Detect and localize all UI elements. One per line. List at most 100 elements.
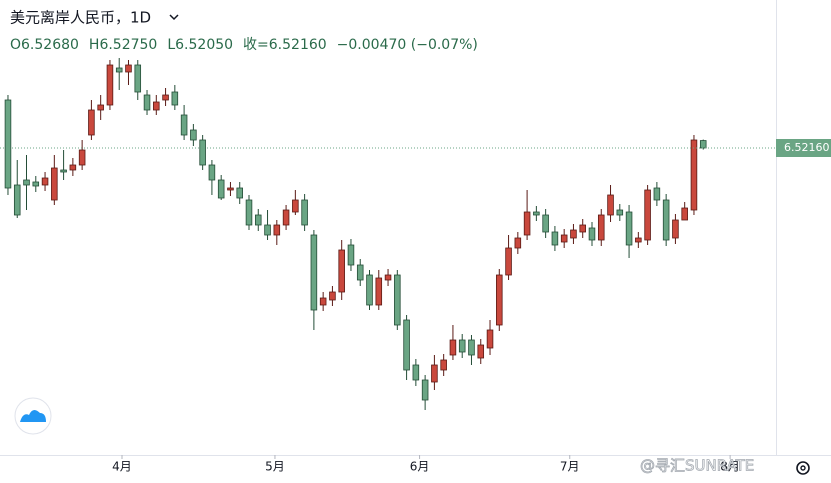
chart-title: 美元离岸人民币，1D [10, 9, 151, 27]
candle-body [458, 339, 466, 353]
candle-body [597, 214, 605, 241]
candle-body [236, 187, 243, 199]
candle-body [662, 199, 670, 241]
candle-body [60, 169, 67, 173]
candle-body [162, 94, 169, 101]
candle-body [264, 224, 271, 236]
candle-body [699, 140, 707, 149]
logo-button[interactable] [14, 397, 52, 435]
candle-body [644, 189, 651, 241]
candle-body [477, 344, 485, 359]
candle-body [514, 237, 522, 249]
candle-body [97, 104, 104, 111]
x-tick-label: 5月 [265, 460, 285, 474]
candle-body [635, 237, 642, 243]
last-price-tag [776, 139, 831, 157]
candle-body [440, 359, 447, 371]
candle-body [496, 274, 503, 326]
settings-button[interactable] [796, 461, 810, 475]
header-stat: O6.52680 [10, 37, 79, 53]
header-stat: −0.00470 (−0.07%) [337, 37, 478, 53]
candle-body [106, 64, 114, 106]
candle-body [88, 109, 95, 136]
candle-body [134, 64, 142, 93]
candle-body [13, 184, 21, 216]
candle-body [375, 277, 383, 306]
candle-body [468, 339, 475, 356]
candle-body [356, 264, 364, 281]
candle-body [607, 194, 614, 216]
candle-body [421, 379, 429, 401]
candle-body [690, 139, 698, 211]
candle-body [542, 214, 549, 233]
candle-body [143, 94, 151, 111]
candle-body [653, 187, 661, 201]
candle-body [125, 64, 132, 73]
candle-body [69, 164, 77, 171]
candle-body [310, 234, 318, 311]
candle-body [23, 179, 30, 186]
candle-body [282, 209, 290, 226]
candle-body [115, 67, 123, 73]
candle-body [153, 101, 160, 111]
candle-body [533, 211, 540, 216]
x-tick-label: 8月 [720, 460, 740, 474]
watermark: @寻汇SUNRATE [640, 457, 754, 475]
candle-body [449, 339, 457, 356]
logo-cloud [20, 409, 46, 422]
candle-body [319, 297, 327, 306]
candle-body [431, 364, 438, 383]
candle-body [523, 211, 531, 236]
header-stat: 收=6.52160 [243, 37, 327, 53]
candle-body [171, 91, 179, 106]
candle-body [560, 234, 568, 243]
candle-body [4, 99, 12, 189]
candle-body [347, 244, 355, 266]
interval-chevron[interactable] [169, 14, 179, 21]
candle-body [227, 187, 234, 191]
candle-body [366, 274, 373, 306]
candle-body [180, 114, 188, 136]
candle-body [403, 319, 410, 371]
candle-body [273, 224, 281, 236]
candle-body [32, 181, 40, 187]
header-stat: H6.52750 [89, 37, 157, 53]
candle-body [338, 249, 345, 293]
candle-body [412, 364, 420, 381]
x-tick-label: 7月 [560, 460, 580, 474]
candle-body [486, 329, 494, 349]
candle-body [681, 207, 688, 221]
candle-body [292, 199, 299, 213]
candle-body [329, 291, 336, 301]
candle-body [672, 219, 679, 239]
candle-body [217, 179, 225, 199]
x-tick-label: 4月 [112, 460, 132, 474]
last-price-label: 6.52160 [784, 141, 830, 154]
candle-body [616, 209, 624, 216]
gear-ring [796, 461, 810, 475]
header-stat: L6.52050 [167, 37, 233, 53]
x-tick-label: 6月 [410, 460, 430, 474]
candle-body [625, 211, 633, 246]
candle-body [384, 274, 392, 281]
candle-body [190, 129, 197, 141]
header-stats: O6.52680 H6.52750 L6.52050 收=6.52160 −0.0047… [10, 37, 478, 53]
candle-body [551, 231, 559, 246]
candle-body [78, 149, 86, 166]
candle-body [199, 139, 206, 166]
candles [4, 58, 707, 410]
candle-body [254, 214, 262, 226]
gear-hub [800, 465, 806, 471]
candle-body [245, 199, 253, 226]
candle-body [208, 164, 216, 181]
candle-body [505, 247, 512, 276]
candle-body [570, 229, 577, 239]
candle-body [41, 177, 49, 186]
candle-body [301, 199, 308, 226]
candle-body [579, 224, 586, 233]
candle-body [394, 274, 401, 326]
candle-body [51, 167, 58, 201]
